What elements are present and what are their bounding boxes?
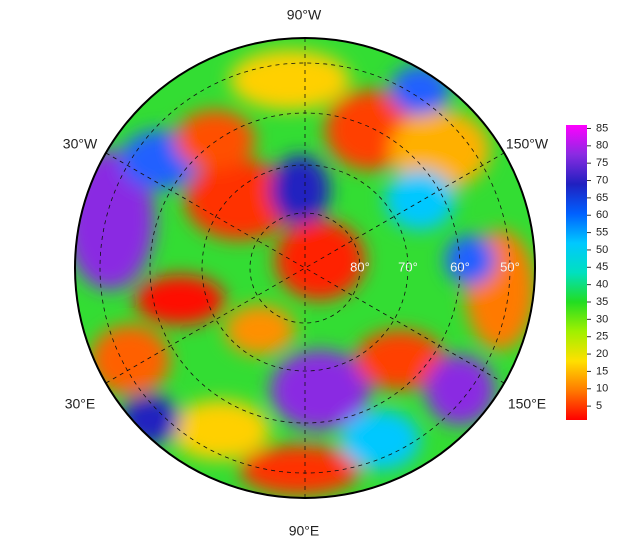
lon-label: 150°E [508, 396, 546, 412]
lon-label: 90°W [287, 7, 322, 23]
colorbar-tick-label: 75 [596, 157, 608, 169]
colorbar-tick-label: 25 [596, 331, 608, 343]
colorbar-tick-label: 70 [596, 174, 608, 186]
colorbar-tick-label: 55 [596, 226, 608, 238]
lat-label: 80° [350, 259, 370, 274]
colorbar-tick-label: 45 [596, 261, 608, 273]
polar-map [75, 38, 535, 498]
colorbar-tick-label: 15 [596, 365, 608, 377]
map-border [74, 37, 536, 499]
colorbar-tick-label: 30 [596, 313, 608, 325]
colorbar [566, 125, 587, 420]
colorbar-tick-label: 60 [596, 209, 608, 221]
lat-label: 50° [500, 259, 520, 274]
lat-label: 70° [398, 259, 418, 274]
colorbar-tick-label: 85 [596, 122, 608, 134]
colorbar-tick-label: 35 [596, 296, 608, 308]
lat-label: 60° [450, 259, 470, 274]
lon-label: 30°E [65, 396, 96, 412]
colorbar-tick-label: 80 [596, 140, 608, 152]
colorbar-tick-label: 5 [596, 400, 602, 412]
colorbar-tick-label: 65 [596, 192, 608, 204]
colorbar-tick-label: 50 [596, 244, 608, 256]
colorbar-ticks: 5 10 15 20 25 30 35 40 45 50 55 60 65 70 75 80 85 [587, 122, 608, 412]
colorbar-tick-label: 10 [596, 383, 608, 395]
lon-label: 150°W [506, 136, 549, 152]
colorbar-tick-label: 20 [596, 348, 608, 360]
lon-label: 30°W [63, 136, 98, 152]
lon-label: 90°E [289, 523, 320, 539]
colorbar-tick-label: 40 [596, 279, 608, 291]
